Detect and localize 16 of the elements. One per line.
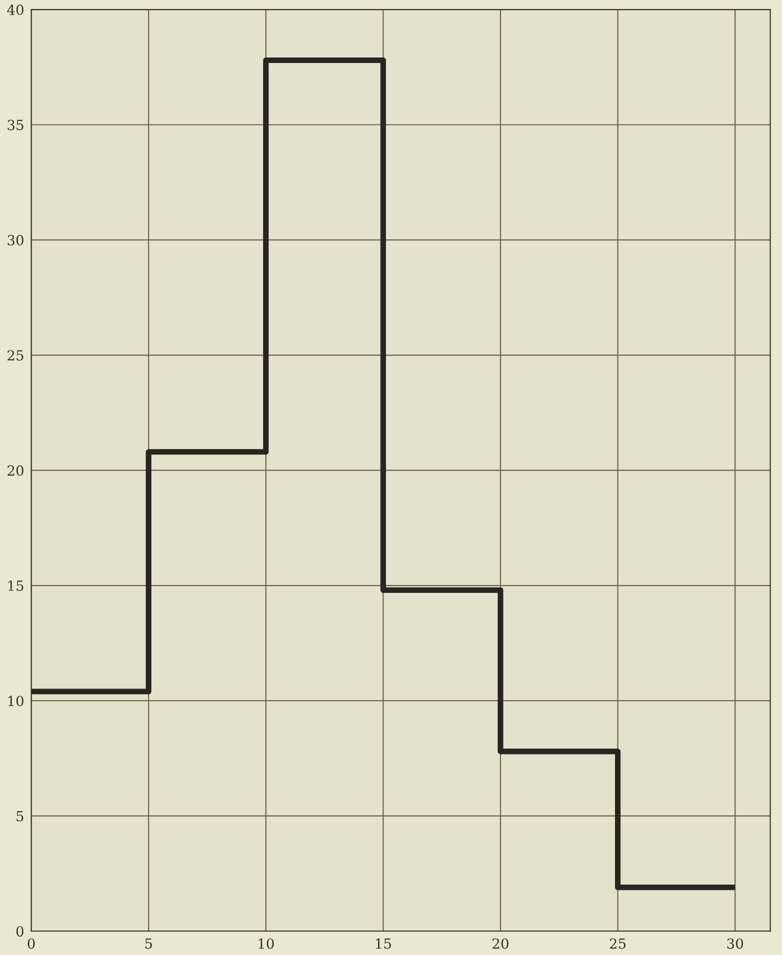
y-tick-label: 10: [8, 696, 24, 706]
y-tick-label: 0: [16, 926, 24, 937]
x-tick-label: 15: [376, 938, 391, 949]
y-tick-label: 25: [8, 350, 24, 361]
x-tick-label: 10: [258, 938, 274, 949]
x-tick-label: 20: [492, 938, 508, 949]
x-tick-label: 5: [145, 938, 152, 949]
x-tick-label: 30: [727, 938, 743, 949]
y-tick-label: 15: [8, 580, 24, 592]
y-tick-label: 40: [7, 4, 24, 16]
y-tick-label: 5: [16, 811, 24, 822]
x-tick-label: 25: [610, 938, 626, 949]
y-tick-label: 20: [8, 465, 24, 476]
x-tick-label: 0: [28, 938, 35, 949]
y-tick-label: 30: [8, 234, 24, 246]
y-tick-label: 35: [8, 120, 24, 130]
